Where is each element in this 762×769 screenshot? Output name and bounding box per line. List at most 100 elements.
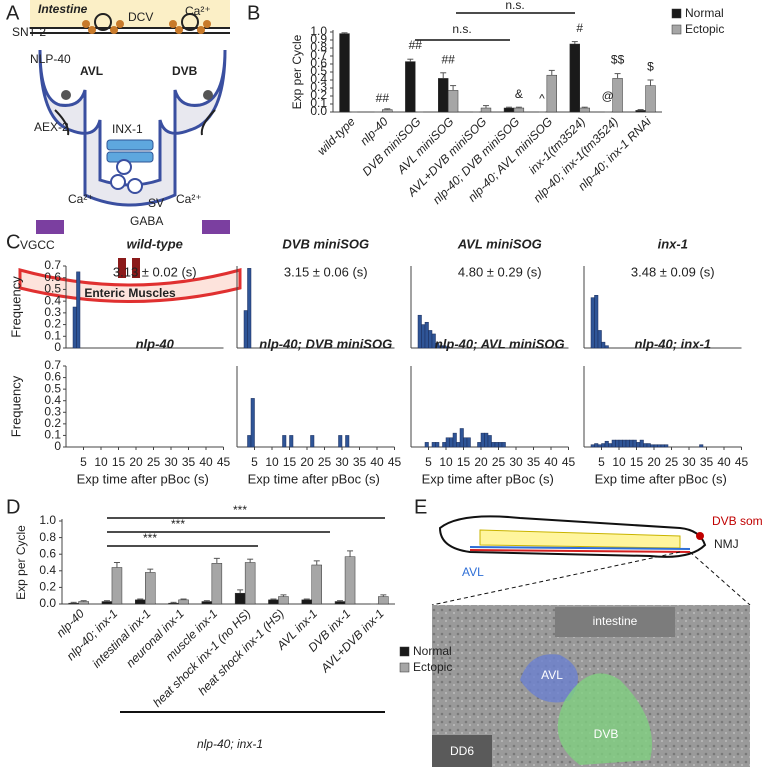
- error-bar: [147, 568, 154, 573]
- bar: [201, 601, 213, 605]
- x-tick-label: 25: [147, 455, 161, 469]
- bar: [111, 567, 123, 605]
- x-axis-label: Exp time after pBoc (s): [422, 471, 554, 486]
- annotation: n.s.: [505, 0, 524, 12]
- y-tick-label: 0.5: [44, 282, 61, 296]
- bar: [178, 599, 189, 605]
- histogram-title: DVB miniSOG: [282, 236, 369, 251]
- bar: [68, 602, 79, 605]
- y-tick-label: 0.5: [310, 64, 327, 78]
- bar: [101, 601, 113, 605]
- y-tick-label: 0.7: [44, 358, 61, 372]
- x-axis-label: Exp time after pBoc (s): [595, 471, 727, 486]
- histogram-stat: 4.80 ± 0.29 (s): [458, 264, 542, 279]
- histogram-bar: [643, 443, 648, 448]
- histogram-bar: [604, 345, 609, 349]
- y-tick-label: 0.4: [44, 293, 61, 307]
- error-bar: [506, 106, 513, 108]
- y-tick-label: 0.6: [44, 270, 61, 284]
- histogram-bar: [480, 432, 485, 448]
- dvb-region: [557, 673, 652, 765]
- histogram-title: nlp-40; DVB miniSOG: [259, 336, 392, 351]
- annotation: ##: [409, 38, 423, 52]
- histogram-bar: [247, 435, 252, 448]
- x-tick-label: 15: [112, 455, 126, 469]
- x-tick-label: 45: [217, 455, 231, 469]
- x-tick-label: 30: [164, 455, 178, 469]
- histogram-bar: [435, 442, 440, 448]
- panel-label: B: [247, 2, 260, 24]
- bar: [211, 563, 223, 605]
- histogram-bar: [646, 443, 651, 448]
- x-axis-label: Exp time after pBoc (s): [248, 471, 380, 486]
- histogram-bar: [243, 310, 248, 349]
- y-tick-label: 0.8: [39, 530, 56, 544]
- error-bar: [637, 109, 644, 111]
- bar: [344, 556, 356, 605]
- diagram-label: VGCC: [20, 238, 55, 252]
- y-tick-label: 0.9: [310, 32, 327, 46]
- receptor: [132, 258, 140, 278]
- diagram-label: Ca²⁺: [68, 192, 94, 206]
- histogram-bar: [445, 437, 450, 448]
- y-tick-label: 0.0: [39, 596, 56, 610]
- panel-label: A: [6, 2, 20, 24]
- diagram-label: AEX-2: [34, 120, 69, 134]
- diagram-label: Intestine: [38, 2, 88, 16]
- bar: [311, 564, 322, 605]
- vesicle: [181, 13, 199, 31]
- bar: [635, 110, 646, 113]
- annotation: ##: [441, 52, 455, 66]
- histogram-bar: [660, 444, 665, 448]
- y-tick-label: 0.2: [44, 416, 61, 430]
- bar: [447, 90, 459, 113]
- x-tick-label: 40: [717, 455, 731, 469]
- histogram-bar: [629, 439, 634, 448]
- bar: [645, 85, 656, 113]
- error-bar: [170, 601, 177, 604]
- x-tick-label: 20: [300, 455, 314, 469]
- error-bar: [450, 85, 457, 91]
- muscle: [18, 268, 242, 303]
- annotation: ***: [171, 517, 185, 531]
- histogram-bar: [622, 439, 627, 448]
- error-bar: [213, 557, 220, 564]
- histogram-bar: [452, 432, 457, 448]
- annotation: ##: [376, 91, 390, 105]
- histogram-bar: [590, 444, 595, 448]
- histogram-bar: [484, 432, 489, 448]
- annotation: ***: [233, 503, 247, 517]
- histogram-bar: [632, 439, 637, 448]
- group-label: nlp-40; inx-1: [197, 737, 263, 751]
- x-tick-label: 5: [425, 455, 432, 469]
- x-axis-label: Exp time after pBoc (s): [77, 471, 209, 486]
- diagram-label: Ca²⁺: [185, 4, 211, 18]
- error-bar: [647, 79, 654, 86]
- error-bar: [407, 58, 414, 62]
- histogram-title: nlp-40; inx-1: [634, 336, 711, 351]
- x-tick-label: 35: [353, 455, 367, 469]
- bar: [78, 601, 89, 605]
- error-bar: [341, 32, 348, 34]
- x-tick-label: 15: [283, 455, 297, 469]
- histogram-bar: [601, 341, 606, 349]
- histogram-bar: [345, 435, 350, 448]
- diagram-label: NLP-40: [30, 52, 71, 66]
- histogram-bar: [601, 443, 606, 448]
- zoom-line: [689, 551, 751, 606]
- histogram-stat: 3.15 ± 0.06 (s): [284, 264, 368, 279]
- legend-label: Normal: [685, 6, 724, 20]
- gap-junction: [106, 139, 154, 151]
- arrow: [54, 109, 70, 136]
- x-tick-label: 25: [318, 455, 332, 469]
- x-tick-label: 45: [562, 455, 576, 469]
- bar: [546, 74, 557, 113]
- x-tick-label: 40: [199, 455, 213, 469]
- sv: [127, 178, 143, 194]
- vgcc: [202, 220, 230, 234]
- histogram-bar: [282, 435, 287, 448]
- y-tick-label: 0.4: [310, 72, 327, 86]
- y-tick-label: 0.3: [310, 80, 327, 94]
- histogram-bar: [657, 444, 662, 448]
